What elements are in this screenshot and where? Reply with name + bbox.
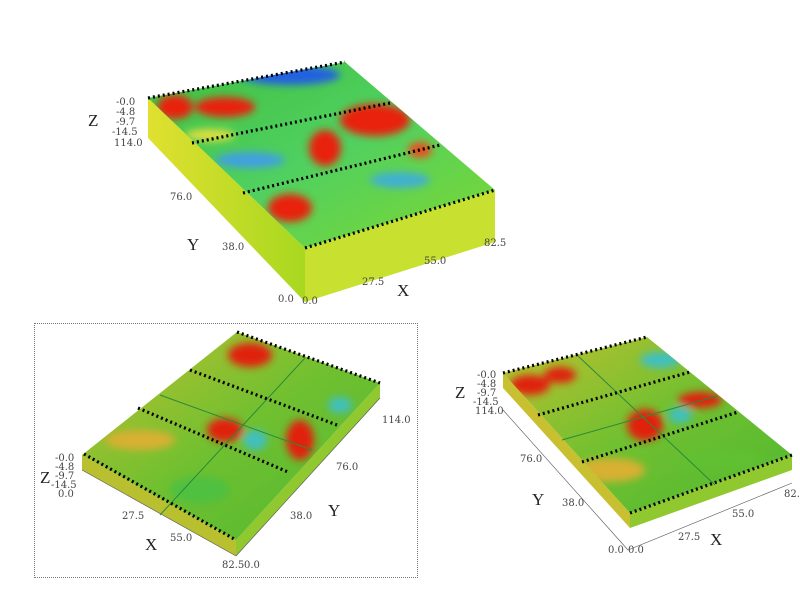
x-tick: 55.0 (732, 509, 754, 520)
cross-section (159, 357, 306, 516)
y-axis-label: Y (328, 501, 340, 520)
x-axis (627, 482, 793, 551)
profile-line (304, 188, 496, 250)
x-tick: 27.5 (362, 277, 384, 288)
x-tick: 0.0 (302, 296, 318, 307)
x-tick: 82.5 (784, 489, 800, 500)
profile-line (189, 368, 338, 427)
y-tick: 76.0 (520, 454, 542, 465)
x-tick: 0.0 (58, 489, 74, 500)
bottom-right-block: Z -0.0 -4.8 -9.7 -14.5 114.0 76.0 Y 38.0… (455, 335, 800, 556)
x-tick: 27.5 (122, 511, 144, 522)
block-front-face (630, 455, 792, 528)
z-tick: -14.5 (51, 480, 77, 491)
y-tick: 0.0 (608, 545, 624, 556)
x-tick: 0.0 (628, 545, 644, 556)
block-right-face (236, 383, 380, 556)
z-tick: -4.8 (116, 107, 135, 118)
cross-section (576, 354, 716, 486)
anomaly-blobs (157, 65, 432, 222)
z-tick: -14.5 (112, 127, 138, 138)
profile-line (137, 406, 289, 474)
x-axis-label: X (710, 530, 722, 549)
profile-line (242, 143, 441, 195)
y-tick: 38.0 (290, 511, 312, 522)
z-tick: -9.7 (477, 388, 496, 399)
y-tick: 38.0 (562, 498, 584, 509)
y-tick: 114.0 (382, 415, 411, 426)
profile-line (236, 330, 381, 385)
z-tick: -0.0 (477, 370, 496, 381)
profile-line (537, 370, 691, 417)
x-tick: 82.5 (222, 560, 244, 571)
y-tick: 38.0 (222, 242, 244, 253)
z-tick: -4.8 (477, 379, 496, 390)
profile-line (83, 452, 237, 542)
y-tick: 114.0 (114, 138, 143, 149)
profile-line (147, 60, 346, 100)
z-tick: -0.0 (55, 453, 74, 464)
profile-line (629, 453, 793, 515)
z-tick: -4.8 (55, 462, 74, 473)
block-front-face (82, 455, 236, 556)
cross-section (561, 395, 718, 441)
z-tick: -14.5 (473, 397, 499, 408)
z-tick: -9.7 (116, 117, 135, 128)
x-tick: 55.0 (424, 256, 446, 267)
y-axis (502, 409, 629, 551)
y-tick: 76.0 (336, 462, 358, 473)
z-axis-label: Z (455, 383, 465, 402)
profile-line (581, 410, 739, 464)
z-axis-label: Z (88, 111, 98, 130)
y-axis-label: Y (187, 235, 199, 254)
z-axis-label: Z (40, 468, 50, 487)
block-left-face (148, 98, 305, 302)
x-axis-label: X (145, 535, 157, 554)
y-axis (235, 397, 381, 557)
x-tick: 55.0 (170, 533, 192, 544)
z-tick: -0.0 (116, 97, 135, 108)
x-axis (81, 469, 237, 557)
y-tick: 0.0 (244, 560, 260, 571)
z-tick: -9.7 (55, 471, 74, 482)
y-tick: 114.0 (475, 406, 504, 417)
anomaly-blobs (105, 343, 352, 504)
selected-panel-frame (34, 323, 418, 578)
block-left-face (503, 373, 630, 528)
y-axis-label: Y (532, 490, 544, 509)
cross-section (159, 394, 313, 451)
y-tick: 76.0 (170, 192, 192, 203)
top-block: Z -0.0 -4.8 -9.7 -14.5 114.0 76.0 Y 38.0… (88, 60, 506, 307)
x-tick: 82.5 (484, 238, 506, 249)
bottom-left-block: Z -0.0 -4.8 -9.7 -14.5 0.0 27.5 X 55.0 8… (40, 330, 411, 571)
x-tick: 27.5 (678, 532, 700, 543)
x-axis-label: X (397, 281, 409, 300)
block-front-face (305, 190, 495, 302)
y-tick: 0.0 (278, 294, 294, 305)
profile-line (191, 101, 391, 145)
